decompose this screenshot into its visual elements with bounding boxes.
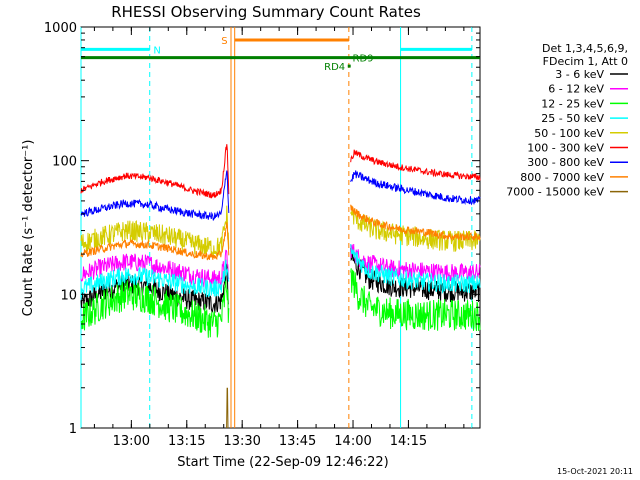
x-tick-label-3: 13:45 [279, 434, 316, 449]
y-tick-label-0: 1 [69, 422, 77, 437]
legend-label-4: 50 - 100 keV [534, 127, 604, 140]
y-tick-label-1: 10 [60, 288, 77, 303]
annotation-label-rd4: RD4 [324, 62, 345, 73]
legend-label-8: 7000 - 15000 keV [506, 186, 604, 199]
series-line-100-300keV [350, 149, 481, 181]
series-line-300-800keV [350, 170, 481, 206]
x-tick-label-4: 14:00 [334, 434, 371, 449]
legend-label-0: 3 - 6 keV [555, 68, 604, 81]
y-axis-label: Count Rate (s⁻¹ detector⁻¹) [21, 140, 36, 317]
legend: Det 1,3,4,5,6,9,FDecim 1, Att 03 - 6 keV… [506, 42, 628, 199]
legend-label-3: 25 - 50 keV [541, 112, 604, 125]
x-axis-label: Start Time (22-Sep-09 12:46:22) [177, 455, 388, 470]
y-tick-label-3: 1000 [44, 21, 77, 36]
plot-area: N S RD9 RD4 13:00 13:15 13:30 13:45 14:00 14:15 1 1… [44, 21, 481, 449]
series-line-3-6keV [350, 247, 481, 303]
x-tick-label-5: 14:15 [390, 434, 427, 449]
legend-label-1: 6 - 12 keV [548, 83, 604, 96]
legend-label-6: 300 - 800 keV [527, 156, 604, 169]
series-line-12-25keV [80, 280, 230, 338]
footer-timestamp: 15-Oct-2021 20:11 [557, 467, 633, 476]
series-line-25-50keV [350, 243, 481, 295]
series-line-50-100keV [80, 205, 230, 258]
x-tick-label-1: 13:15 [168, 434, 205, 449]
chart-title: RHESSI Observing Summary Count Rates [111, 3, 421, 21]
annotation-label-rd9: RD9 [353, 54, 374, 65]
x-tick-label-2: 13:30 [223, 434, 260, 449]
legend-header-1: FDecim 1, Att 0 [543, 55, 628, 68]
annotation-label-n: N [153, 45, 160, 56]
series-line-12-25keV [350, 268, 481, 332]
series-line-50-100keV [350, 206, 481, 252]
annotation-label-s: S [221, 36, 227, 47]
legend-header-0: Det 1,3,4,5,6,9, [542, 42, 628, 55]
y-tick-label-2: 100 [52, 155, 77, 170]
series-line-7000-15000keV [226, 387, 229, 429]
series-line-800-7000keV [350, 204, 481, 241]
series-line-6-12keV [80, 249, 230, 288]
series-line-100-300keV [80, 144, 230, 199]
series-line-300-800keV [80, 170, 230, 221]
series-line-800-7000keV [80, 222, 230, 261]
series-line-25-50keV [80, 259, 230, 298]
legend-label-7: 800 - 7000 keV [520, 171, 604, 184]
legend-label-2: 12 - 25 keV [541, 97, 604, 110]
x-tick-label-0: 13:00 [113, 434, 150, 449]
legend-label-5: 100 - 300 keV [527, 142, 604, 155]
